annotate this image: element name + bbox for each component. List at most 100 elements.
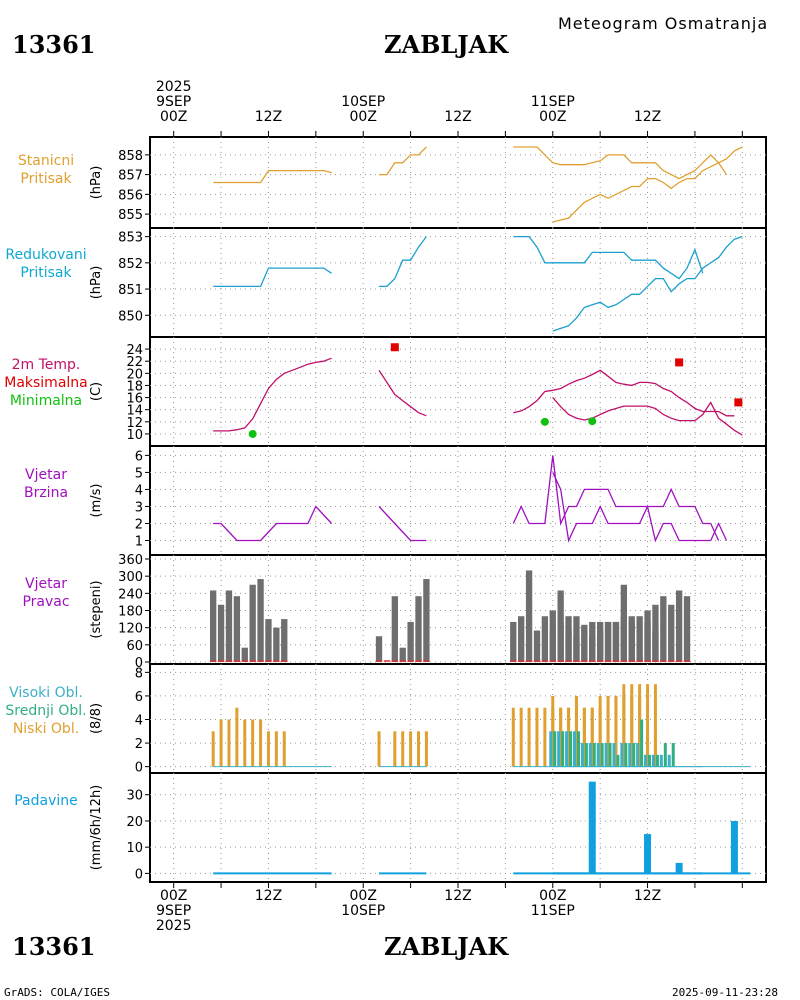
high-cloud-bar [659, 754, 663, 767]
tmax-marker [734, 398, 743, 407]
wind-direction-bar [620, 584, 628, 662]
y-tick-label: 60 [126, 639, 143, 654]
bottom-time-label-line1: 00Z [539, 888, 567, 904]
bottom-time-label-line3: 2025 [155, 918, 192, 934]
panel-unit-temperature: (C) [89, 382, 104, 401]
wind-direction-bar [518, 616, 525, 662]
y-tick-label: 0 [135, 656, 143, 671]
panel-frame-7 [149, 772, 767, 883]
low-cloud-bar [282, 731, 286, 767]
y-tick-label: 180 [118, 605, 143, 620]
temperature-line [513, 369, 735, 417]
wind-direction-bar [549, 610, 556, 662]
footer-right: 2025-09-11-23:28 [672, 986, 778, 999]
wind-direction-bar [273, 627, 280, 662]
wind-direction-bar [644, 610, 651, 662]
low-cloud-bar [559, 707, 563, 767]
low-cloud-bar [274, 731, 278, 767]
y-tick-label: 4 [135, 714, 143, 729]
mid-cloud-bar [584, 743, 588, 767]
high-cloud-bar [644, 754, 648, 767]
y-tick-label: 8 [135, 666, 143, 681]
y-tick-label: 24 [126, 343, 143, 358]
top-time-label-line3: 12Z [633, 109, 662, 125]
low-cloud-bar [567, 707, 571, 767]
high-cloud-bar [628, 743, 632, 767]
bottom-time-label-line2: 11SEP [530, 903, 575, 919]
bottom-time-label-line2: 9SEP [156, 903, 192, 919]
low-cloud-bar [606, 707, 610, 767]
wind-direction-bar [265, 619, 272, 662]
wind-direction-bar [399, 647, 406, 662]
wind-direction-bar [683, 596, 691, 662]
tmin-marker [540, 417, 549, 426]
panel-title-line: Maksimalna [4, 375, 88, 391]
mid-cloud-bar [600, 743, 604, 767]
low-cloud-bar [535, 707, 539, 767]
panel-title-line: Brzina [23, 485, 69, 501]
high-cloud-bar [565, 731, 569, 767]
bottom-time-label-line1: 00Z [349, 888, 377, 904]
low-cloud-bar [227, 719, 231, 767]
chart-title: Meteogram Osmatranja [558, 14, 769, 33]
wind-direction-bar [241, 647, 248, 662]
y-tick-label: 855 [118, 208, 143, 223]
station-id-bottom: 13361 [12, 932, 96, 961]
panel-title-line: Stanicni [17, 153, 75, 169]
low-cloud-bar [622, 695, 626, 767]
y-tick-label: 10 [126, 841, 143, 856]
panel-title-line: Pritisak [20, 171, 72, 187]
y-tick-label: 3 [135, 500, 143, 515]
low-cloud-bar [646, 731, 650, 767]
panel-title-wind-direction: Vjetar Pravac [0, 575, 92, 611]
wind-direction-bar [281, 619, 288, 662]
wind-direction-bar [628, 621, 635, 662]
top-time-label-line3: 00Z [539, 109, 567, 125]
bottom-time-label-line1: 12Z [254, 888, 283, 904]
high-cloud-bar [557, 731, 561, 767]
wind-direction-bar [596, 630, 604, 662]
low-cloud-bar [417, 731, 421, 767]
y-tick-label: 12 [126, 416, 143, 431]
y-tick-label: 30 [126, 789, 143, 804]
low-cloud-bar [235, 707, 239, 767]
panel-title-wind-speed: Vjetar Brzina [0, 466, 92, 502]
wind-direction-bar [533, 630, 541, 662]
panel-title-line: Padavine [14, 793, 78, 809]
mid-cloud-bar [616, 754, 620, 767]
station-name-top: ZABLJAK [384, 30, 509, 59]
low-cloud-bar [511, 707, 515, 767]
precip-bar [675, 862, 683, 874]
y-tick-label: 856 [118, 188, 143, 203]
bottom-time-label: 00Z 11SEP [523, 889, 583, 934]
low-cloud-bar [393, 731, 397, 767]
y-tick-label: 14 [126, 404, 143, 419]
station-name-bottom: ZABLJAK [384, 932, 509, 961]
high-cloud-bar [636, 743, 640, 767]
reduced-pressure-line [379, 236, 427, 288]
bottom-time-label-line1: 12Z [444, 888, 472, 904]
mid-cloud-bar [624, 743, 628, 767]
wind-speed-line [378, 506, 427, 542]
low-cloud-bar [243, 719, 247, 767]
y-tick-label: 852 [118, 257, 143, 272]
tmin-marker [248, 429, 257, 438]
mid-cloud-bar [663, 743, 667, 767]
low-cloud-bar [614, 695, 618, 767]
panel-title-line: Vjetar [25, 467, 67, 483]
y-tick-label: 2 [135, 517, 143, 532]
wind-direction-bar [636, 656, 643, 662]
top-time-label-line3: 00Z [159, 109, 188, 125]
y-tick-label: 120 [118, 622, 143, 637]
wind-direction-bar [557, 590, 564, 662]
y-tick-label: 6 [135, 449, 143, 464]
low-cloud-bar [551, 707, 555, 767]
high-cloud-bar [667, 754, 671, 767]
wind-direction-bar [668, 604, 675, 662]
low-cloud-bar [519, 707, 523, 767]
panel-title-clouds: Visoki Obl. Srednji Obl. Niski Obl. [0, 684, 92, 738]
top-time-label: 12Z [428, 80, 488, 125]
mid-cloud-bar [671, 743, 675, 767]
low-cloud-bar [630, 695, 634, 767]
wind-direction-bar [249, 584, 256, 662]
